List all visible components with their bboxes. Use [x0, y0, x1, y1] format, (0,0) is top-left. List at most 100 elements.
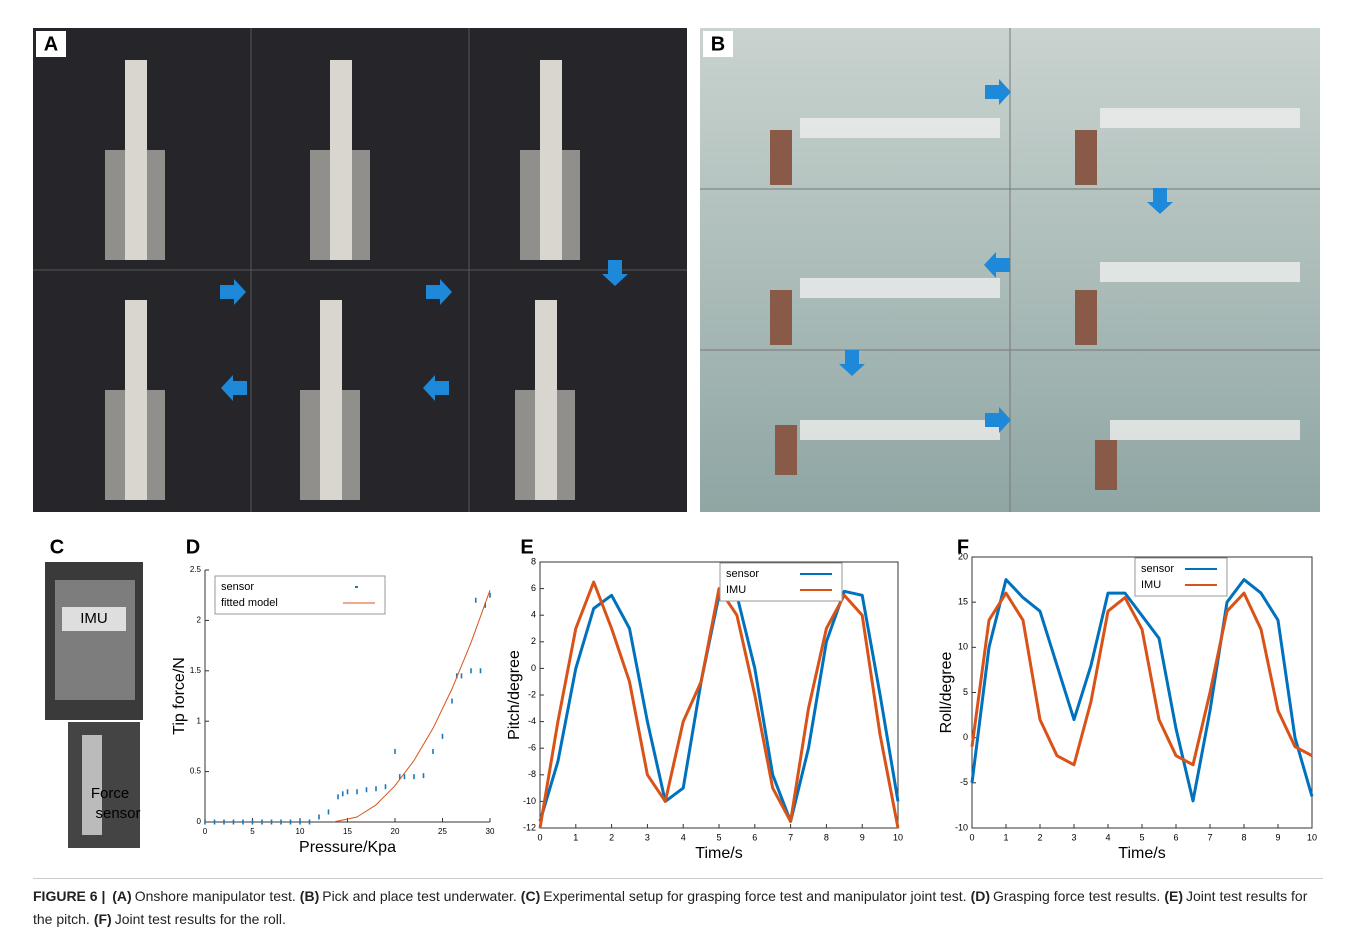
photo-label: IMU [80, 610, 108, 627]
data-point [451, 698, 453, 704]
x-tick-label: 7 [788, 832, 793, 842]
y-tick-label: 15 [958, 597, 968, 607]
y-tick-label: -4 [528, 716, 536, 726]
chart: 0 5 10 15 20 25 30 0 0.5 1 1.5 2 2.5 Pressure/Kpa Tip … [171, 565, 495, 856]
x-tick-label: 25 [438, 827, 447, 836]
data-point [413, 774, 415, 780]
photo-label: sensor [95, 805, 140, 822]
y-tick-label: -8 [528, 769, 536, 779]
y-axis-label: Tip force/N [171, 657, 188, 735]
data-point [213, 819, 216, 825]
y-axis-label: Pitch/degree [506, 650, 523, 740]
x-tick-label: 6 [1173, 832, 1178, 842]
x-tick-label: 0 [203, 827, 208, 836]
caption-label: (A) [112, 888, 132, 904]
panel-label: F [957, 536, 969, 558]
caption-text: Experimental setup for grasping force te… [543, 888, 967, 904]
legend-box [719, 562, 843, 602]
data-point [365, 787, 368, 793]
x-axis-label: Time/s [1118, 845, 1165, 862]
caption-label: (F) [93, 911, 112, 927]
data-point [204, 819, 206, 825]
x-tick-label: 4 [681, 832, 686, 842]
data-point [394, 748, 396, 754]
y-tick-label: 0 [197, 817, 202, 826]
data-point [403, 774, 406, 780]
y-tick-label: 2.5 [190, 565, 202, 574]
caption-label: (B) [299, 888, 320, 904]
data-point [337, 794, 339, 800]
y-tick-label: 2 [197, 616, 202, 625]
legend-label: sensor [726, 568, 759, 580]
x-tick-label: 3 [1071, 832, 1076, 842]
legend-swatch [355, 586, 358, 588]
x-tick-label: 9 [860, 832, 865, 842]
data-point [280, 819, 282, 825]
x-tick-label: 20 [391, 827, 400, 836]
data-line [970, 591, 1313, 767]
caption-label: (E) [1164, 888, 1183, 904]
photo-a: A [33, 28, 687, 512]
y-tick-label: -10 [955, 822, 968, 832]
x-tick-label: 4 [1105, 832, 1110, 842]
data-point [251, 819, 254, 825]
caption-text: Grasping force test results. [993, 888, 1161, 904]
data-point [484, 602, 487, 608]
photo-b: B [700, 28, 1320, 512]
data-line [333, 590, 491, 823]
data-point [327, 809, 330, 815]
caption: FIGURE 6 | (A) Onshore manipulator test.(… [33, 878, 1323, 931]
chart: 0 1 2 3 4 5 6 7 8 9 10 -12 -10 -8 -6 -4 -2 0 2 4 6 8 Time/s Pit… [506, 556, 903, 862]
data-point [474, 597, 477, 603]
x-tick-label: 1 [573, 832, 578, 842]
y-tick-label: 1 [197, 716, 202, 725]
y-tick-label: -10 [523, 796, 536, 806]
x-tick-label: 30 [486, 827, 495, 836]
y-tick-label: -6 [528, 743, 536, 753]
x-tick-label: 7 [1207, 832, 1212, 842]
data-point [398, 774, 401, 780]
x-tick-label: 8 [824, 832, 829, 842]
panel-label: E [520, 536, 533, 558]
legend-label: fitted model [221, 597, 278, 609]
y-tick-label: -2 [528, 689, 536, 699]
x-tick-label: 0 [969, 832, 974, 842]
legend-label: IMU [1141, 579, 1161, 591]
y-tick-label: 10 [958, 642, 968, 652]
x-tick-label: 5 [250, 827, 255, 836]
legend-label: sensor [1141, 563, 1174, 575]
y-tick-label: 4 [531, 610, 536, 620]
y-tick-label: 0 [531, 663, 536, 673]
data-line [970, 578, 1314, 803]
chart: 0 1 2 3 4 5 6 7 8 9 10 -10 -5 0 5 10 15 20 Time/s Roll/degr… [938, 551, 1317, 862]
data-point [232, 819, 235, 825]
data-point [441, 733, 444, 739]
data-point [432, 748, 434, 754]
x-tick-label: 8 [1241, 832, 1246, 842]
photo-c: C IMU Force sensor [45, 536, 143, 848]
panel-label: D [186, 536, 200, 558]
x-tick-label: 2 [609, 832, 614, 842]
data-point [479, 668, 482, 674]
legend-box [214, 575, 386, 615]
x-tick-label: 15 [343, 827, 352, 836]
legend-label: IMU [726, 584, 746, 596]
caption-items: (A) Onshore manipulator test. (B) Pick and … [33, 888, 1307, 927]
caption-text: Onshore manipulator test. [134, 888, 296, 904]
x-tick-label: 3 [645, 832, 650, 842]
data-point [470, 668, 472, 674]
data-point [223, 819, 225, 825]
y-tick-label: -5 [960, 777, 968, 787]
legend-label: sensor [221, 581, 254, 593]
y-tick-label: 2 [531, 636, 536, 646]
y-tick-label: -12 [523, 822, 536, 832]
x-tick-label: 1 [1003, 832, 1008, 842]
y-tick-label: 1.5 [190, 666, 202, 675]
y-tick-label: 20 [958, 551, 968, 561]
data-point [318, 814, 320, 820]
data-point [308, 819, 311, 825]
data-point [289, 819, 292, 825]
data-point [242, 819, 244, 825]
panel-label: C [50, 536, 64, 558]
y-tick-label: 8 [531, 556, 536, 566]
